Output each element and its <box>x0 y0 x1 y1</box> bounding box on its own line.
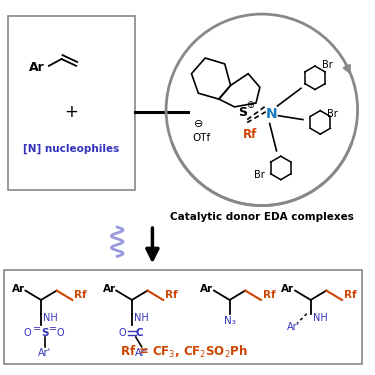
Text: NH: NH <box>43 312 58 322</box>
Bar <box>4 270 363 364</box>
Text: Ar': Ar' <box>286 322 300 332</box>
Text: =: = <box>49 324 57 334</box>
Text: Rf: Rf <box>165 290 178 300</box>
Text: Rf = CF$_3$, CF$_2$SO$_2$Ph: Rf = CF$_3$, CF$_2$SO$_2$Ph <box>120 344 248 360</box>
Text: OTf: OTf <box>192 133 210 143</box>
Text: S: S <box>41 328 49 338</box>
Text: NH: NH <box>313 312 327 322</box>
Text: O: O <box>118 328 126 338</box>
Text: Ar: Ar <box>29 62 45 74</box>
Text: =: = <box>33 324 41 334</box>
Text: O: O <box>24 328 31 338</box>
Text: N: N <box>266 107 278 121</box>
Bar <box>8 16 135 190</box>
Text: +: + <box>64 103 78 121</box>
Text: Rf: Rf <box>344 290 357 300</box>
Text: Rf: Rf <box>263 290 276 300</box>
Text: Ar': Ar' <box>38 348 51 358</box>
Text: ⊕: ⊕ <box>246 100 254 110</box>
Text: [N] nucleophiles: [N] nucleophiles <box>23 144 120 154</box>
Text: ⊖: ⊖ <box>194 120 203 129</box>
Text: Ar: Ar <box>12 284 25 294</box>
Text: Ar: Ar <box>103 284 116 294</box>
Text: N₃: N₃ <box>224 316 236 327</box>
Text: Ar: Ar <box>200 284 213 294</box>
Text: Ar: Ar <box>281 284 294 294</box>
Text: Br: Br <box>322 60 333 70</box>
Text: O: O <box>57 328 64 338</box>
Text: C: C <box>136 328 144 338</box>
Text: NH: NH <box>134 312 148 322</box>
Text: Br: Br <box>327 109 338 119</box>
Text: Br: Br <box>254 170 264 180</box>
Text: S: S <box>238 106 247 119</box>
Text: Rf: Rf <box>74 290 87 300</box>
Text: Catalytic donor EDA complexes: Catalytic donor EDA complexes <box>170 212 354 222</box>
Text: Rf: Rf <box>243 128 257 141</box>
Text: Ar': Ar' <box>135 348 148 358</box>
